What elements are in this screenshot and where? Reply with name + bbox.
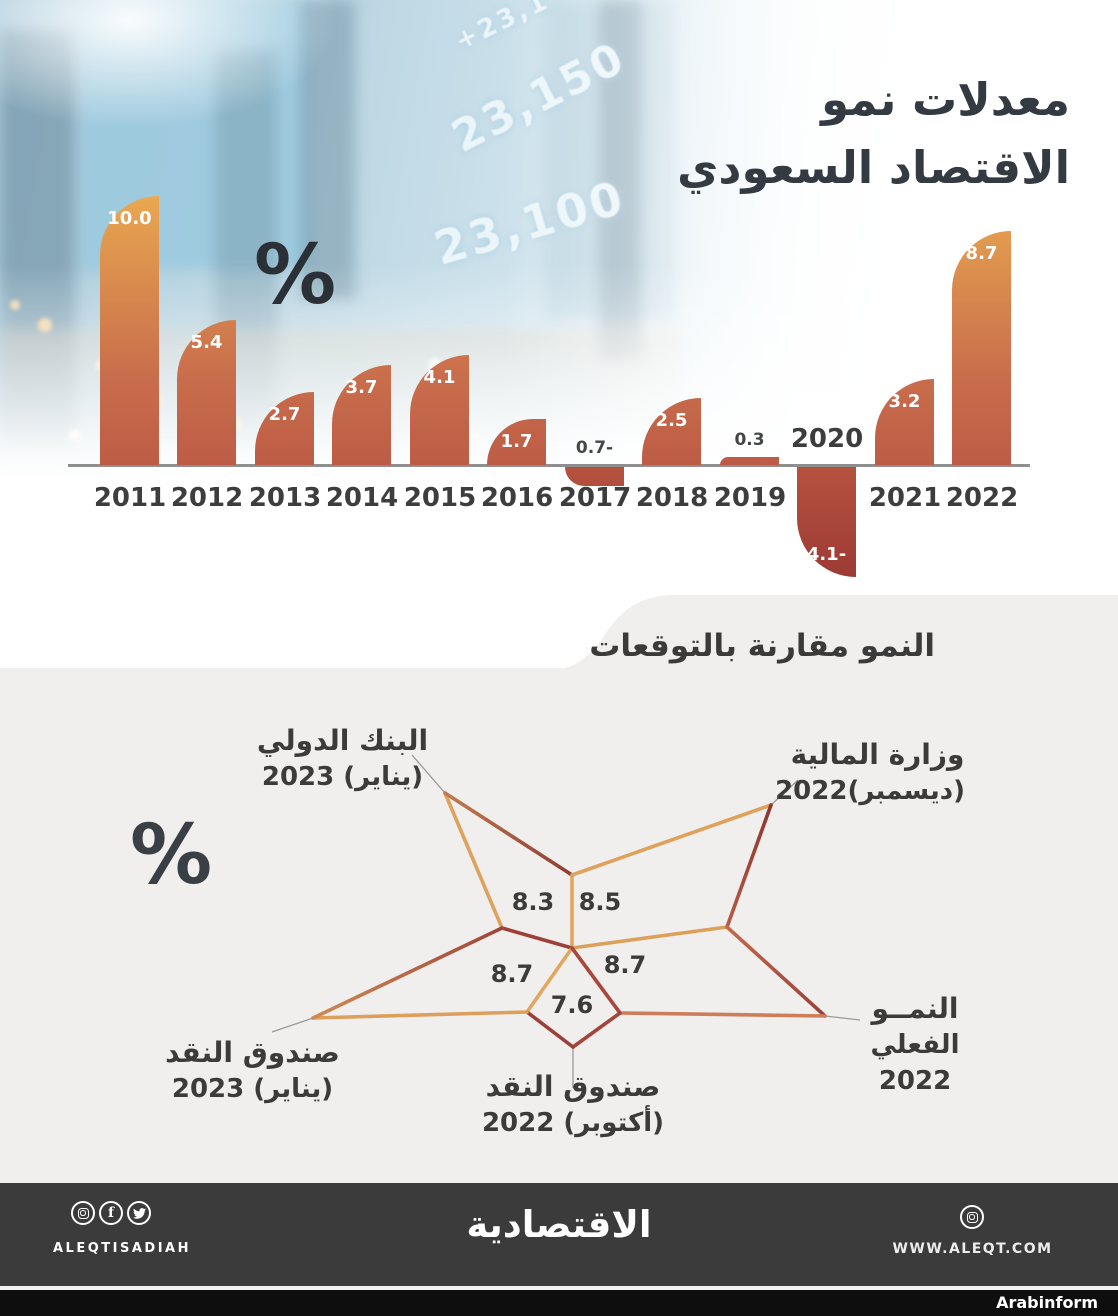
radar-value-actual-growth: 8.7 (603, 951, 647, 979)
radar-value-finance-ministry: 8.5 (578, 888, 622, 916)
bar-value-2013: 2.7 (268, 404, 301, 425)
facebook-glyph: f (107, 1205, 115, 1221)
year-label-2014: 2014 (325, 483, 399, 513)
bar-2017 (565, 467, 624, 486)
bar-value-2012: 5.4 (190, 332, 223, 353)
page-title-line2: الاقتصاد السعودي (677, 140, 1070, 194)
bar-value-2016: 1.7 (500, 431, 533, 452)
footer-bar: f ALEQTISADIAH الاقتصادية WWW.ALEQT.COM (0, 1183, 1118, 1286)
footer-divider (0, 1286, 1118, 1290)
bar-2011 (100, 196, 159, 465)
year-label-2021: 2021 (868, 483, 942, 513)
bar-value-2018: 2.5 (655, 410, 688, 431)
bar-value-2019: 0.3 (734, 430, 765, 450)
year-label-2011: 2011 (93, 483, 167, 513)
radar-label-world-bank: البنك الدولي (يناير) 2023 (256, 724, 429, 792)
year-label-2019: 2019 (713, 483, 787, 513)
bar-value-2011: 10.0 (107, 208, 152, 229)
year-label-2015: 2015 (403, 483, 477, 513)
camera-glyph (966, 1211, 978, 1223)
radar-value-world-bank: 8.3 (511, 888, 555, 916)
radar-star-figure (271, 754, 861, 1088)
radar-label-imf-january: صندوق النقد (يناير) 2023 (165, 1036, 340, 1104)
brand-logo: الاقتصادية (466, 1203, 652, 1246)
forecast-panel (0, 668, 1118, 1183)
bottom-strip: Arabinform (0, 1290, 1118, 1316)
instagram-glyph (77, 1207, 89, 1219)
bar-2019 (720, 457, 779, 465)
year-label-2016: 2016 (480, 483, 554, 513)
bar-value-2017: 0.7- (575, 438, 614, 458)
page-title: معدلات نمو الاقتصاد السعودي (510, 66, 1070, 201)
bar-value-2014: 3.7 (345, 377, 378, 398)
twitter-icon[interactable] (127, 1201, 151, 1225)
year-label-2020: 2020 (790, 424, 864, 454)
percent-symbol-bar-chart: % (254, 228, 337, 323)
year-label-2012: 2012 (170, 483, 244, 513)
radar-label-imf-october: صندوق النقد (أكتوبر) 2022 (481, 1070, 665, 1138)
forecast-chart-title: النمو مقارنة بالتوقعات (589, 628, 935, 664)
radar-label-finance-ministry: وزارة المالية (ديسمبر)2022 (775, 738, 965, 806)
percent-symbol-star-chart: % (130, 808, 213, 903)
year-label-2013: 2013 (248, 483, 322, 513)
bar-value-2015: 4.1 (423, 367, 456, 388)
bar-2022 (952, 231, 1011, 465)
radar-value-imf-october: 7.6 (550, 991, 594, 1019)
year-label-2018: 2018 (635, 483, 709, 513)
instagram-icon[interactable] (71, 1201, 95, 1225)
social-handle: ALEQTISADIAH (53, 1241, 191, 1256)
bar-value-2021: 3.2 (888, 391, 921, 412)
website-url[interactable]: WWW.ALEQT.COM (892, 1241, 1053, 1257)
radar-value-imf-january: 8.7 (490, 960, 534, 988)
year-label-2017: 2017 (558, 483, 632, 513)
facebook-icon[interactable]: f (99, 1201, 123, 1225)
radar-label-actual-growth: النمــو الفعلي 2022 (870, 992, 960, 1096)
x-axis-line (68, 464, 1030, 467)
bar-value-2020: 4.1- (806, 544, 847, 565)
camera-icon[interactable] (960, 1205, 984, 1229)
twitter-bird-glyph (132, 1207, 146, 1219)
page-title-line1: معدلات نمو (821, 73, 1070, 126)
social-icons: f (71, 1201, 151, 1225)
bar-2012 (177, 320, 236, 465)
watermark-text: Arabinform (996, 1293, 1098, 1312)
bar-value-2022: 8.7 (965, 243, 998, 264)
year-label-2022: 2022 (945, 483, 1019, 513)
